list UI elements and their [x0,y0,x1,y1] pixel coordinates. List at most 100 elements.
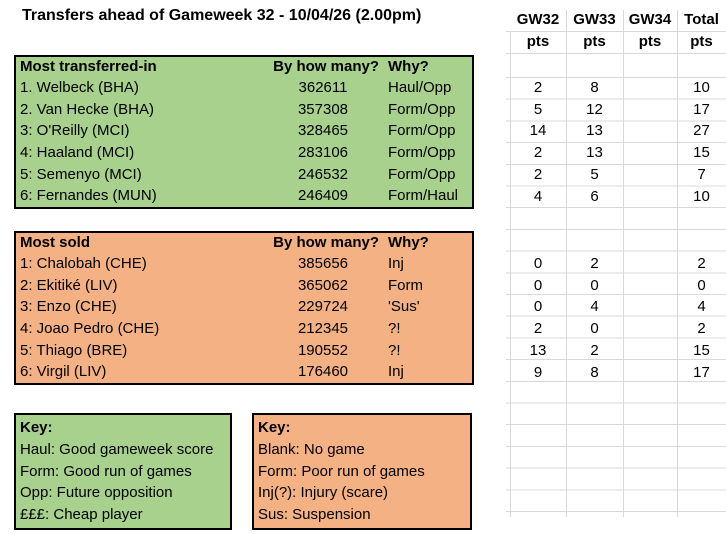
table-header-row: Most transferred-in By how many? Why? [16,57,472,77]
gw-column-header: Total pts [677,9,726,53]
key-line: Inj(?): Injury (scare) [258,484,389,502]
gw32-pts: 2 [533,144,543,162]
gw34-pts [623,186,677,208]
gw33-pts: 13 [586,144,603,162]
transfer-count: 176460 [297,363,349,381]
gw34-pts [623,362,677,384]
gw33-pts: 2 [590,255,599,272]
key-line: Form: Good run of games [20,462,192,480]
transfer-reason: Form/Opp [388,165,456,183]
table-row: 5: Thiago (BRE) 190552 ?! [16,340,472,362]
gw32-pts: 4 [533,187,543,205]
gw33-pts: 8 [590,363,599,381]
gw32-pts: 14 [529,122,547,140]
points-row: 0 4 4 [510,296,726,318]
table-row: 1: Chalobah (CHE) 385656 Inj [16,253,472,275]
transfer-reason: Haul/Opp [388,79,452,96]
player-name: 1. Welbeck (BHA) [20,79,139,96]
player-name: 5: Thiago (BRE) [20,341,128,359]
key-line: Opp: Future opposition [20,484,173,502]
transfer-count: 283106 [297,143,349,161]
transfer-reason: 'Sus' [388,298,420,316]
gw33-pts: 0 [590,276,599,294]
gw32-pts: 13 [529,341,547,359]
column-header: By how many? [273,234,379,251]
gridline-horizontal [506,53,726,54]
pts-label: pts [690,33,713,50]
points-header: GW32 pts GW33 pts GW34 pts Total pts [510,9,726,53]
points-row: 4 6 10 [510,186,726,208]
gw33-pts: 5 [590,165,599,183]
gw-label: GW32 [516,11,560,28]
gw-column-header: GW32 pts [510,9,566,53]
transfer-count: 212345 [297,319,349,337]
table-row: 4: Haaland (MCI) 283106 Form/Opp [16,142,472,164]
total-pts: 10 [693,79,710,96]
table-row: 5: Semenyo (MCI) 246532 Form/Opp [16,164,472,186]
gridline-horizontal-set [506,77,726,518]
key-most-sold: Key: Blank: No game Form: Poor run of ga… [252,413,472,530]
key-title: Key: [20,419,53,436]
gw34-pts [623,340,677,362]
gw34-pts [623,275,677,297]
gw32-pts: 2 [533,320,543,338]
gw34-pts [623,296,677,318]
table-header-row: Most sold By how many? Why? [16,233,472,253]
gw32-pts: 2 [533,79,543,96]
gw33-pts: 6 [590,187,599,205]
total-pts: 4 [697,298,706,316]
column-header: Why? [388,58,429,75]
transfer-reason: Form/Opp [388,122,456,140]
gw-label: GW34 [628,11,672,28]
gw33-pts: 4 [590,298,599,316]
pts-label: pts [526,33,550,50]
points-row: 2 0 2 [510,318,726,340]
total-pts: 17 [693,100,710,118]
total-pts: 7 [697,165,706,183]
table-row: 3: O'Reilly (MCI) 328465 Form/Opp [16,120,472,142]
gw33-pts: 13 [586,122,603,140]
transfer-count: 365062 [297,276,349,294]
column-header: Most sold [20,234,90,251]
key-line: Blank: No game [258,440,365,458]
key-line: Sus: Suspension [258,506,371,524]
player-name: 4: Joao Pedro (CHE) [20,319,160,337]
key-title: Key: [258,419,291,436]
transfer-count: 190552 [297,341,349,359]
player-name: 5: Semenyo (MCI) [20,165,142,183]
gw33-pts: 8 [590,79,599,96]
gw32-pts: 5 [533,100,543,118]
table-row: 6: Virgil (LIV) 176460 Inj [16,361,472,383]
transfer-reason: Form/Opp [388,100,456,118]
player-name: 6: Virgil (LIV) [20,363,107,381]
transfer-count: 362611 [298,79,348,96]
points-row: 2 13 15 [510,142,726,164]
column-header: Most transferred-in [20,58,157,75]
player-name: 1: Chalobah (CHE) [20,255,147,272]
transfer-count: 246409 [297,187,349,205]
table-row: 3: Enzo (CHE) 229724 'Sus' [16,296,472,318]
gw-column-header: GW34 pts [623,9,677,53]
transfer-reason: ?! [388,319,401,337]
column-header: Why? [388,234,429,251]
transfer-count: 328465 [297,122,349,140]
player-name: 3: O'Reilly (MCI) [20,122,130,140]
table-row: 2: Ekitiké (LIV) 365062 Form [16,275,472,297]
total-pts: 2 [697,320,706,338]
table-row: 1. Welbeck (BHA) 362611 Haul/Opp [16,77,472,99]
pts-label: pts [583,33,606,50]
gw33-pts: 12 [586,100,603,118]
player-name: 6: Fernandes (MUN) [20,187,157,205]
key-line: £££: Cheap player [20,506,143,524]
gw32-pts: 0 [533,276,543,294]
column-header: By how many? [273,58,379,75]
transfer-reason: Form [388,276,423,294]
gw-label: Total [684,11,719,28]
gw34-pts [623,99,677,121]
points-row: 0 2 2 [510,253,726,275]
points-row: 5 12 17 [510,99,726,121]
player-name: 3: Enzo (CHE) [20,298,117,316]
transfer-count: 246532 [297,165,349,183]
points-row: 2 8 10 [510,77,726,99]
